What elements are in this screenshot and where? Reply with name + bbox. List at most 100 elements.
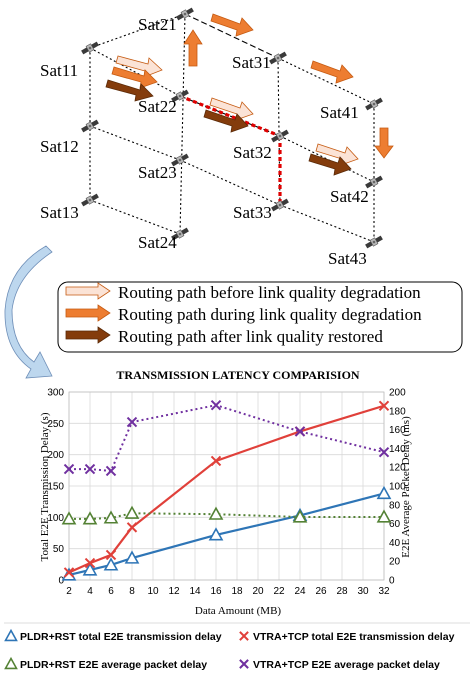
isl-grid: [89, 13, 375, 243]
series-line: [68, 404, 385, 574]
sat-label-sat43: Sat43: [328, 249, 367, 268]
series-1: [63, 400, 390, 578]
data-point-marker: [4, 656, 18, 670]
x-tick-label: 28: [336, 586, 348, 597]
y2-tick-label: 80: [389, 500, 401, 511]
legend-item-vtra-avg: [239, 659, 249, 669]
data-point-marker: [4, 628, 18, 642]
y-tick-label: 200: [47, 450, 64, 461]
y-tick-label: 0: [58, 576, 64, 587]
data-point-marker: [126, 522, 138, 533]
y2-tick-label: 40: [389, 538, 401, 549]
arrow-during-sat21-sat31: [210, 13, 254, 37]
arrow-during-sat21-up: [183, 29, 203, 67]
sat-label-sat21: Sat21: [138, 15, 177, 34]
sat-label-sat42: Sat42: [330, 187, 369, 206]
data-point-marker: [378, 446, 390, 458]
y2-tick-labels: 0 20 40 60 80 100 120 140 160 180 200: [389, 388, 406, 587]
satellite-icon: [364, 235, 384, 249]
data-point-marker: [103, 510, 119, 524]
legend-label-vtra-total: VTRA+TCP total E2E transmission delay: [253, 631, 455, 643]
legend-arrow-during-icon: [65, 304, 111, 322]
data-point-marker: [105, 465, 117, 477]
x-tick-label: 14: [189, 586, 201, 597]
data-point-marker: [208, 506, 224, 520]
data-point-marker: [84, 463, 96, 475]
legend-item-pldr-total: [4, 628, 18, 642]
arrow-before-sat11-sat22: [115, 55, 163, 78]
legend-label-pldr-avg: PLDR+RST E2E average packet delay: [20, 659, 207, 671]
x-tick-label: 16: [210, 586, 222, 597]
y-tick-label: 150: [47, 482, 64, 493]
y2-tick-label: 100: [389, 482, 406, 493]
satellite-labels: Sat11 Sat12 Sat13 Sat21 Sat22 Sat23 Sat2…: [40, 15, 369, 268]
connector-arrow: [4, 245, 53, 379]
data-point-marker: [210, 455, 222, 467]
data-point-marker: [376, 485, 392, 500]
legend-label-after: Routing path after link quality restored: [118, 327, 383, 346]
chart-legend: PLDR+RST total E2E transmission delay VT…: [4, 622, 470, 671]
routing-arrows: [105, 13, 394, 176]
routing-legend: Routing path before link quality degrada…: [57, 281, 463, 353]
series-2: [61, 505, 392, 525]
data-point-marker: [292, 509, 308, 523]
sat-label-sat32: Sat32: [233, 143, 272, 162]
y2-axis-label: E2E Average Packet Delay (ms): [400, 416, 412, 558]
legend-item-pldr-avg: [4, 656, 18, 670]
data-point-marker: [210, 399, 222, 411]
x-tick-label: 20: [252, 586, 264, 597]
data-point-marker: [239, 659, 249, 669]
arrow-after-sat22-sat32: [203, 109, 249, 133]
degraded-links: [179, 94, 282, 205]
legend-label-during: Routing path during link quality degrada…: [118, 305, 422, 324]
arrow-after-sat32-sat42: [308, 153, 352, 176]
arrow-before-sat22-sat32: [209, 97, 254, 121]
data-point-marker: [294, 426, 306, 437]
y2-tick-label: 0: [389, 576, 395, 587]
y2-tick-label: 20: [389, 557, 401, 568]
series-layer: [61, 399, 392, 581]
chart-title: TRANSMISSION LATENCY COMPARISION: [116, 368, 359, 382]
sat-label-sat31: Sat31: [232, 53, 271, 72]
sat-label-sat11: Sat11: [40, 61, 78, 80]
sat-label-sat24: Sat24: [138, 233, 177, 252]
x-tick-label: 8: [129, 586, 135, 597]
data-point-marker: [82, 511, 98, 525]
x-tick-label: 22: [273, 586, 285, 597]
legend-arrow-after-icon: [65, 326, 111, 344]
x-tick-label: 32: [378, 586, 390, 597]
legend-label-vtra-avg: VTRA+TCP E2E average packet delay: [253, 659, 440, 671]
x-tick-label: 26: [315, 586, 327, 597]
sat-label-sat13: Sat13: [40, 203, 79, 222]
satellite-icon: [364, 97, 384, 111]
x-tick-label: 12: [168, 586, 180, 597]
data-point-marker: [376, 509, 392, 523]
series-line: [69, 404, 385, 473]
legend-arrow-before-icon: [65, 282, 111, 300]
y2-tick-label: 160: [389, 425, 406, 436]
sat-label-sat33: Sat33: [233, 203, 272, 222]
arrow-during-sat31-sat41: [310, 60, 354, 84]
satellite-icon: [175, 7, 195, 21]
satellite-icon: [270, 129, 290, 143]
data-point-marker: [378, 400, 390, 411]
satellite-icon: [268, 51, 288, 65]
data-point-marker: [124, 505, 140, 519]
y-tick-label: 250: [47, 419, 64, 430]
series-line: [68, 492, 385, 577]
x-tick-label: 2: [66, 586, 72, 597]
data-point-marker: [84, 557, 96, 569]
legend-item-vtra-total: [239, 631, 249, 641]
y2-tick-label: 180: [389, 406, 406, 417]
x-tick-label: 6: [108, 586, 114, 597]
arrow-during-sat41-down: [374, 127, 394, 159]
series-line: [69, 512, 384, 520]
y-tick-label: 100: [47, 513, 64, 524]
x-tick-label: 4: [87, 586, 93, 597]
y-tick-labels: 0 50 100 150 200 250 300: [47, 388, 64, 587]
arrow-before-sat32-sat42: [315, 143, 359, 166]
data-point-marker: [124, 550, 140, 564]
legend-label-before: Routing path before link quality degrada…: [118, 283, 421, 302]
arrow-during-sat11-sat22: [111, 66, 158, 89]
